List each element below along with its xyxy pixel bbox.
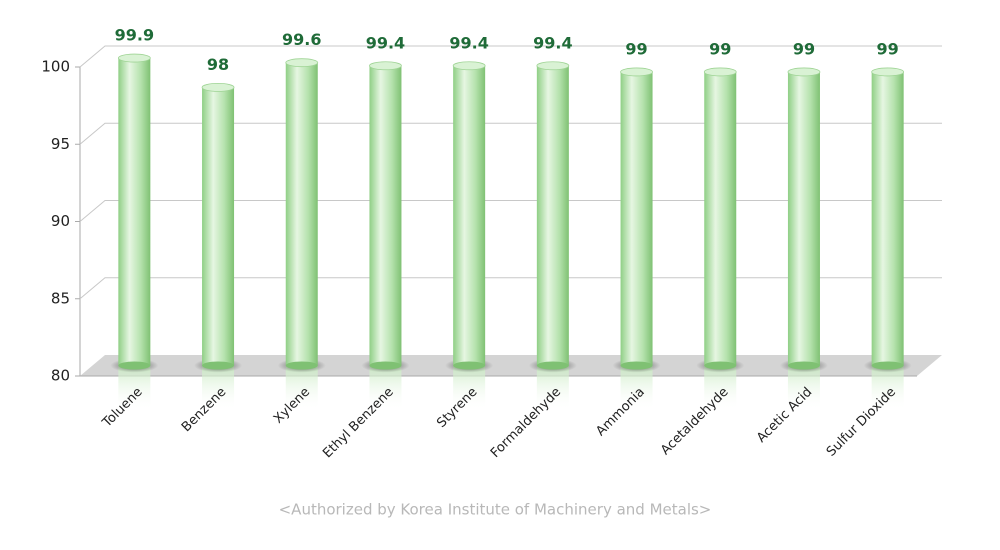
bar <box>369 65 402 366</box>
bar-base <box>202 361 235 370</box>
bar-top <box>285 58 319 68</box>
bar-top <box>703 67 737 77</box>
bar <box>536 65 569 366</box>
bar-base <box>453 361 486 370</box>
bar-base <box>369 361 402 370</box>
value-label: 98 <box>207 55 229 74</box>
value-label: 99.6 <box>282 30 321 49</box>
value-label: 99.4 <box>366 33 405 52</box>
bar <box>202 87 235 366</box>
grid-line <box>79 45 942 68</box>
bar <box>118 58 151 366</box>
bar-base <box>620 361 653 370</box>
bar-reflection <box>118 365 151 411</box>
bar <box>453 65 486 366</box>
x-tick-label: Acetic Acid <box>754 385 815 446</box>
x-tick-label: Sulfur Dioxide <box>824 385 899 460</box>
value-label: 99 <box>625 39 647 58</box>
grid-line <box>79 122 942 145</box>
bar-base <box>285 361 318 370</box>
value-label: 99 <box>877 39 899 58</box>
bar-reflection <box>704 365 737 411</box>
bar-top <box>620 67 653 77</box>
y-tick-label: 95 <box>51 135 70 153</box>
bar <box>620 71 653 366</box>
y-tick-label: 100 <box>41 58 70 76</box>
y-tick-label: 85 <box>51 289 70 307</box>
bar-top <box>536 61 570 71</box>
grid-line <box>79 277 942 300</box>
x-tick-label: Formaldehyde <box>488 385 564 461</box>
bar-reflection <box>871 365 904 411</box>
bar-reflection <box>453 365 486 411</box>
x-tick-label: Acetaldehyde <box>658 385 731 458</box>
bar-reflection <box>536 365 569 411</box>
bar-reflection <box>787 365 820 411</box>
bar <box>704 71 737 366</box>
x-tick-label: Ethyl Benzene <box>320 385 397 462</box>
bar-base <box>704 361 737 370</box>
bar-reflection <box>202 365 235 411</box>
bar-top <box>201 83 235 92</box>
bar-top <box>787 67 821 77</box>
value-label: 99 <box>709 39 731 58</box>
bar-base <box>787 361 820 370</box>
source-note: <Authorized by Korea Institute of Machin… <box>279 501 712 519</box>
value-label: 99.4 <box>449 33 488 52</box>
bar-top <box>452 61 486 71</box>
bar-reflection <box>620 365 653 411</box>
value-label: 99 <box>793 39 815 58</box>
bar <box>871 71 904 366</box>
bar-base <box>871 361 904 370</box>
bar-top <box>117 53 151 63</box>
y-tick-label: 90 <box>51 212 70 230</box>
bar-top <box>369 61 402 71</box>
value-label: 99.4 <box>533 33 572 52</box>
grid-line <box>79 200 942 222</box>
bar-reflection <box>369 365 402 411</box>
bar <box>787 71 820 366</box>
y-tick-label: 80 <box>51 367 70 385</box>
bar-base <box>118 361 151 370</box>
bar-base <box>536 361 569 370</box>
value-label: 99.9 <box>115 26 154 45</box>
bar-reflection <box>285 365 318 411</box>
bar <box>285 62 318 366</box>
bar-top <box>871 67 905 77</box>
